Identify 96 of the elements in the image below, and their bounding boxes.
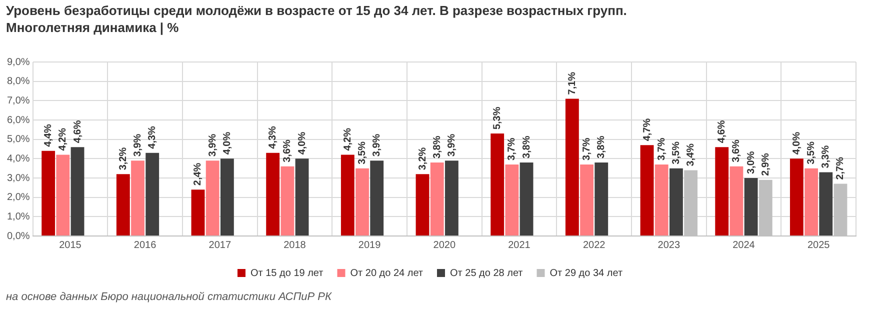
x-tick-label: 2024: [732, 240, 756, 251]
bar: [266, 152, 280, 236]
data-label: 3,5%: [670, 141, 682, 164]
bar: [715, 147, 729, 236]
data-label: 4,6%: [72, 120, 84, 144]
bar: [146, 152, 160, 236]
x-tick-label: 2023: [658, 240, 680, 251]
x-tick-label: 2020: [433, 240, 456, 251]
bar: [340, 154, 354, 236]
data-label: 4,0%: [791, 132, 802, 155]
x-tick-label: 2019: [358, 240, 382, 251]
y-tick-label: 0,0%: [6, 230, 30, 242]
data-label: 3,6%: [731, 140, 742, 162]
chart-title: Уровень безработицы среди молодёжи в возрасте от 15 до 34 лет. В разрезе возрастных групп. Многолетняя динамика | %: [6, 2, 627, 36]
bar: [790, 158, 804, 236]
data-label: 5,3%: [492, 106, 504, 130]
data-label: 3,9%: [207, 134, 218, 157]
bar: [220, 158, 234, 236]
bar: [490, 134, 504, 236]
x-tick-label: 2017: [208, 240, 232, 251]
x-tick-label: 2018: [284, 240, 306, 251]
data-label: 3,5%: [357, 141, 368, 164]
bar: [669, 168, 683, 236]
data-label: 3,8%: [432, 136, 443, 159]
bar: [370, 160, 384, 236]
y-tick-label: 5,0%: [6, 134, 30, 146]
data-label: 2,7%: [835, 156, 846, 180]
y-tick-label: 2,0%: [6, 192, 30, 204]
data-label: 3,5%: [806, 141, 818, 164]
y-tick-label: 7,0%: [6, 95, 30, 106]
bar: [356, 168, 369, 236]
data-label: 3,8%: [521, 136, 532, 159]
data-label: 3,7%: [582, 138, 593, 160]
y-tick-label: 4,0%: [6, 153, 30, 164]
bar: [444, 160, 458, 236]
bar: [206, 160, 220, 236]
text: на основе данных Бюро национальной статистики АСПиР РК: [6, 291, 332, 303]
y-tick-label: 6,0%: [6, 114, 30, 126]
bar: [594, 162, 608, 236]
data-label: 4,2%: [58, 128, 69, 151]
bar: [505, 164, 519, 236]
x-tick-label: 2016: [134, 240, 157, 251]
bar: [416, 174, 430, 236]
legend-label: От 20 до 24 лет: [350, 268, 424, 279]
bar: [804, 168, 818, 236]
y-tick-label: 8,0%: [6, 76, 30, 88]
bar: [730, 166, 744, 236]
legend-label: От 25 до 28 лет: [450, 268, 524, 279]
data-label: 4,3%: [268, 126, 279, 149]
x-tick-label: 2025: [807, 240, 830, 251]
data-label: 3,7%: [656, 138, 668, 160]
x-tick-label: 2015: [59, 240, 82, 251]
y-tick-label: 1,0%: [6, 211, 30, 222]
data-label: 3,9%: [372, 134, 383, 157]
bar: [70, 147, 84, 236]
bar: [430, 162, 444, 236]
data-label: 3,3%: [820, 145, 832, 168]
bar: [654, 164, 668, 236]
data-label: 3,6%: [282, 140, 294, 162]
y-tick-label: 9,0%: [6, 56, 30, 68]
data-label: 4,3%: [147, 126, 158, 149]
bar: [520, 162, 534, 236]
data-label: 3,0%: [746, 151, 757, 174]
bar: [640, 145, 654, 236]
data-label: 4,0%: [296, 132, 308, 155]
data-label: 3,9%: [446, 134, 458, 157]
bar: [580, 164, 594, 236]
data-label: 3,2%: [417, 147, 428, 170]
data-label: 3,8%: [596, 136, 608, 159]
bar: [295, 158, 309, 236]
bar: [819, 172, 833, 236]
legend-label: От 29 до 34 лет: [550, 268, 623, 279]
data-label: 4,7%: [642, 118, 653, 142]
bar: [56, 154, 70, 236]
bar: [131, 160, 144, 236]
data-label: 2,4%: [192, 162, 204, 186]
bar: [42, 150, 56, 236]
data-label: 3,9%: [132, 134, 144, 157]
bar: [565, 98, 579, 236]
bar: [280, 166, 294, 236]
data-label: 4,4%: [43, 124, 54, 147]
x-tick-label: 2021: [508, 240, 531, 251]
legend-label: От 15 до 19 лет: [250, 268, 324, 279]
y-tick-label: 3,0%: [6, 172, 30, 184]
bar: [744, 178, 758, 236]
data-label: 7,1%: [566, 72, 578, 95]
data-label: 2,9%: [760, 153, 772, 176]
data-label: 3,2%: [118, 147, 129, 170]
x-tick-label: 2022: [582, 240, 606, 251]
data-label: 4,6%: [716, 120, 728, 144]
data-label: 4,0%: [222, 132, 233, 155]
data-label: 3,7%: [506, 138, 518, 160]
bar: [116, 174, 130, 236]
data-label: 3,4%: [686, 143, 697, 166]
data-label: 4,2%: [342, 128, 354, 151]
bar: [191, 190, 205, 236]
